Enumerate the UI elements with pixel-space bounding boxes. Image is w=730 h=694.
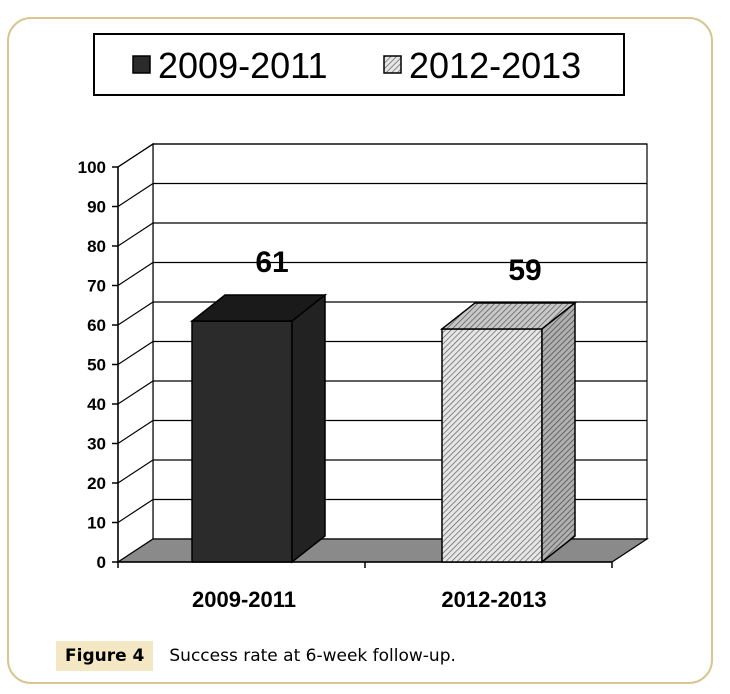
gridline-side xyxy=(117,222,154,247)
chart-legend xyxy=(93,33,625,96)
gridline-side xyxy=(117,301,154,326)
bar-front-1 xyxy=(191,320,293,563)
gridline-side xyxy=(117,340,154,366)
y-tick-label: 40 xyxy=(87,395,106,414)
gridline-side xyxy=(117,261,154,287)
gridline-side xyxy=(117,380,154,405)
bar-side-1 xyxy=(291,293,326,564)
y-tick-label: 80 xyxy=(87,237,106,256)
y-tick-label: 20 xyxy=(87,474,106,493)
figure-caption-text: Success rate at 6-week follow-up. xyxy=(169,646,456,666)
y-tick-label: 10 xyxy=(87,514,106,533)
y-tick-label: 70 xyxy=(87,277,106,296)
gridline-side xyxy=(117,459,154,484)
legend-swatch-1 xyxy=(132,55,151,74)
gridline-side xyxy=(117,419,154,445)
y-tick-label: 100 xyxy=(78,158,106,177)
y-tick-label: 60 xyxy=(87,316,106,335)
legend-label-2: 2012-2013 xyxy=(409,45,581,86)
y-tick-label: 30 xyxy=(87,435,106,454)
figure-label: Figure 4 xyxy=(56,641,154,671)
y-tick-label: 50 xyxy=(87,356,106,375)
data-label-2: 59 xyxy=(508,254,541,287)
y-tick-label: 0 xyxy=(97,553,106,572)
x-tick-label-1: 2009-2011 xyxy=(192,587,296,612)
gridline-side xyxy=(117,498,154,524)
data-label-1: 61 xyxy=(255,246,288,279)
gridline-side xyxy=(117,182,154,208)
legend-label-1: 2009-2011 xyxy=(158,45,328,86)
bar-front-2 xyxy=(441,328,543,563)
y-tick-label: 90 xyxy=(87,198,106,217)
legend-swatch-2 xyxy=(383,55,402,74)
bar-side-2 xyxy=(541,301,576,564)
x-tick-label-2: 2012-2013 xyxy=(441,587,546,612)
gridline-side xyxy=(117,143,154,168)
figure-caption: Figure 4 Success rate at 6-week follow-u… xyxy=(56,640,456,672)
